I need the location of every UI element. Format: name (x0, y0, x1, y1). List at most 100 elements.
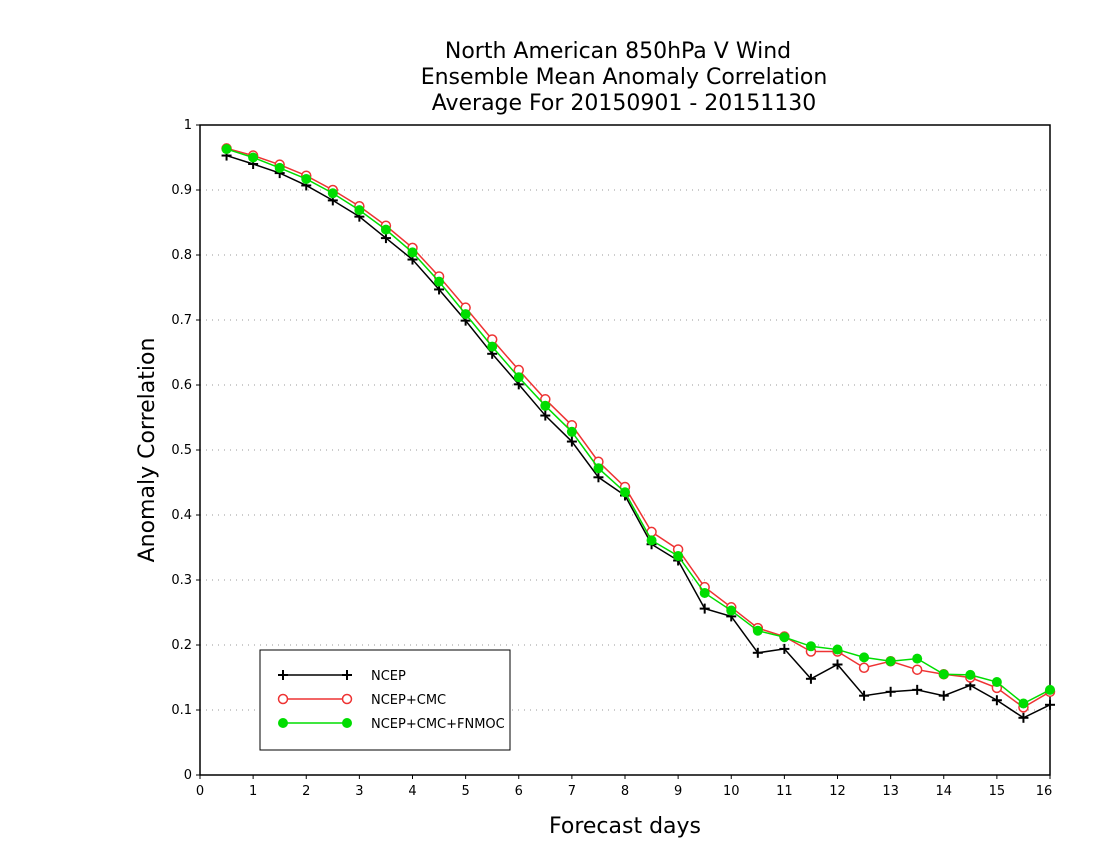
legend: NCEP NCEP+CMC NCEP+CMC+FNMOC (259, 649, 511, 751)
plus-marker (832, 659, 843, 670)
filled-circle-marker (380, 224, 391, 235)
filled-circle-marker (1018, 698, 1029, 709)
filled-circle-marker (779, 632, 790, 643)
x-tick-label: 9 (674, 784, 682, 799)
y-tick-label: 0 (184, 768, 192, 783)
filled-circle-marker (805, 641, 816, 652)
filled-circle-marker (859, 652, 870, 663)
filled-circle-marker (965, 669, 976, 680)
plus-marker (593, 472, 604, 483)
series-1 (221, 150, 1055, 723)
legend-label: NCEP+CMC (371, 693, 446, 708)
open-circle-marker (277, 693, 289, 705)
plus-marker (938, 690, 949, 701)
filled-circle-marker (301, 173, 312, 184)
chart-title: North American 850hPa V Wind Ensemble Me… (421, 39, 828, 116)
y-tick-label: 0.2 (171, 638, 192, 653)
plus-marker (885, 686, 896, 697)
x-axis: 0 1 2 3 4 5 6 7 8 9 10 11 12 13 14 15 16 (196, 775, 1052, 799)
filled-circle-marker (832, 644, 843, 655)
filled-circle-marker (248, 152, 259, 163)
y-tick-label: 0.4 (171, 508, 192, 523)
filled-circle-marker (752, 625, 763, 636)
filled-circle-marker (342, 718, 352, 728)
filled-circle-marker (912, 653, 923, 664)
open-circle-marker (858, 662, 870, 673)
series-3 (221, 144, 1055, 709)
filled-circle-marker (460, 309, 471, 320)
plus-marker (699, 603, 710, 614)
filled-circle-marker (991, 677, 1002, 688)
filled-circle-marker (221, 144, 232, 155)
y-axis: 0 0.1 0.2 0.3 0.4 0.5 0.6 0.7 0.8 0.9 1 (171, 118, 200, 783)
x-axis-label: Forecast days (549, 814, 701, 839)
x-tick-label: 10 (723, 784, 740, 799)
title-line-1: North American 850hPa V Wind (445, 39, 791, 64)
x-tick-label: 6 (515, 784, 523, 799)
x-tick-label: 14 (935, 784, 952, 799)
y-tick-label: 0.7 (171, 313, 192, 328)
filled-circle-marker (885, 656, 896, 667)
y-tick-label: 1 (184, 118, 192, 133)
filled-circle-marker (274, 162, 285, 173)
gridlines (200, 189, 1050, 711)
title-line-2: Ensemble Mean Anomaly Correlation (421, 65, 828, 90)
plus-marker (1045, 699, 1055, 710)
x-tick-label: 8 (621, 784, 629, 799)
title-line-3: Average For 20150901 - 20151130 (432, 91, 817, 116)
filled-circle-marker (434, 276, 445, 287)
x-tick-label: 4 (408, 784, 416, 799)
legend-label: NCEP (371, 669, 406, 684)
filled-circle-marker (699, 588, 710, 598)
legend-entry: NCEP (278, 669, 406, 684)
x-tick-label: 11 (776, 784, 793, 799)
filled-circle-marker (487, 341, 498, 352)
x-tick-label: 1 (249, 784, 257, 799)
filled-circle-marker (513, 372, 524, 383)
x-tick-label: 16 (1036, 784, 1053, 799)
series-line (226, 154, 1051, 719)
series-line (226, 147, 1051, 709)
filled-circle-marker (278, 718, 288, 728)
plus-marker (540, 410, 551, 421)
filled-circle-marker (1045, 684, 1055, 695)
plus-marker (805, 673, 816, 684)
y-tick-label: 0.3 (171, 573, 192, 588)
legend-label: NCEP+CMC+FNMOC (371, 717, 505, 732)
filled-circle-marker (646, 535, 657, 546)
filled-circle-marker (938, 669, 949, 680)
x-tick-label: 15 (989, 784, 1006, 799)
filled-circle-marker (566, 426, 577, 437)
plus-marker (278, 670, 288, 680)
y-tick-label: 0.1 (171, 703, 192, 718)
x-tick-label: 0 (196, 784, 204, 799)
open-circle-marker (911, 664, 923, 675)
plus-marker (779, 643, 790, 654)
plus-marker (1018, 712, 1029, 723)
x-tick-label: 5 (461, 784, 469, 799)
x-tick-label: 13 (882, 784, 899, 799)
plus-marker (380, 233, 391, 244)
plus-marker (752, 647, 763, 658)
filled-circle-marker (673, 550, 684, 561)
legend-entry: NCEP+CMC+FNMOC (278, 717, 505, 732)
legend-box (259, 649, 511, 751)
series-2 (221, 143, 1056, 713)
y-tick-label: 0.5 (171, 443, 192, 458)
y-tick-label: 0.9 (171, 183, 192, 198)
x-tick-label: 12 (829, 784, 846, 799)
x-tick-label: 3 (355, 784, 363, 799)
plus-marker (566, 436, 577, 447)
x-tick-label: 7 (568, 784, 576, 799)
y-tick-label: 0.8 (171, 248, 192, 263)
plus-marker (912, 684, 923, 695)
filled-circle-marker (593, 463, 604, 474)
series-line (226, 148, 1051, 705)
filled-circle-marker (726, 605, 737, 616)
filled-circle-marker (620, 487, 630, 498)
legend-entry: NCEP+CMC (277, 693, 446, 708)
open-circle-marker (341, 693, 353, 705)
filled-circle-marker (327, 188, 338, 199)
plus-marker (859, 690, 870, 701)
